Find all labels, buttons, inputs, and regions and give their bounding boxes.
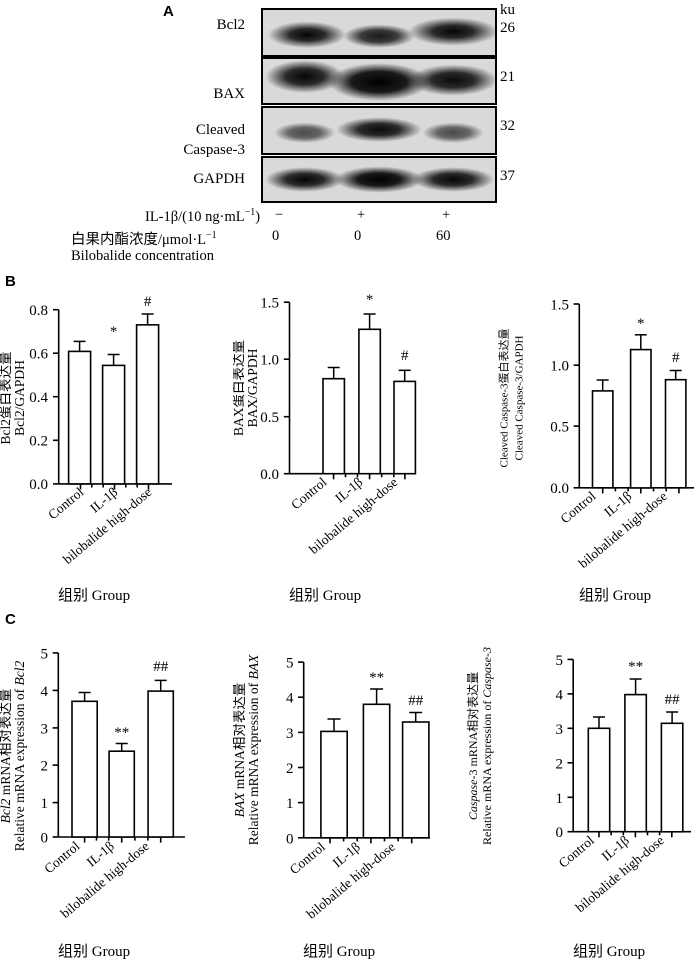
svg-text:#: # — [401, 348, 409, 364]
svg-text:2: 2 — [556, 756, 564, 772]
svg-text:组别 Group: 组别 Group — [579, 587, 651, 604]
svg-text:Cleaved Caspase-3/GAPDH: Cleaved Caspase-3/GAPDH — [514, 335, 526, 460]
svg-text:Cleaved Caspase-3蛋白表达量: Cleaved Caspase-3蛋白表达量 — [497, 329, 511, 468]
svg-text:##: ## — [665, 692, 681, 708]
svg-text:##: ## — [408, 693, 424, 709]
svg-text:3: 3 — [286, 726, 294, 742]
svg-text:5: 5 — [556, 653, 564, 669]
svg-text:组别 Group: 组别 Group — [58, 587, 130, 604]
svg-text:0.5: 0.5 — [550, 420, 569, 436]
svg-text:BAX/GAPDH: BAX/GAPDH — [245, 348, 260, 427]
svg-text:0.0: 0.0 — [260, 467, 279, 483]
svg-text:0: 0 — [41, 831, 49, 847]
svg-text:2: 2 — [41, 759, 49, 775]
svg-text:0.6: 0.6 — [29, 347, 48, 363]
svg-text:0.8: 0.8 — [29, 303, 48, 319]
svg-text:0.0: 0.0 — [29, 477, 48, 493]
svg-text:4: 4 — [41, 684, 49, 700]
svg-text:1: 1 — [556, 791, 564, 807]
svg-text:#: # — [672, 350, 680, 366]
svg-text:5: 5 — [286, 656, 294, 672]
svg-text:4: 4 — [556, 687, 564, 703]
svg-text:1.0: 1.0 — [550, 359, 569, 375]
svg-text:Caspase-3 mRNA相对表达量: Caspase-3 mRNA相对表达量 — [466, 672, 480, 820]
svg-text:Bcl2/GAPDH: Bcl2/GAPDH — [12, 360, 27, 436]
svg-text:*: * — [110, 324, 118, 340]
svg-text:#: # — [144, 294, 152, 310]
svg-text:BAX mRNA相对表达量: BAX mRNA相对表达量 — [233, 683, 247, 818]
svg-text:1.5: 1.5 — [550, 298, 569, 314]
svg-text:组别 Group: 组别 Group — [289, 587, 361, 604]
svg-text:5: 5 — [41, 646, 49, 662]
svg-text:Control: Control — [45, 484, 86, 522]
svg-text:**: ** — [114, 725, 129, 741]
svg-text:0.0: 0.0 — [550, 481, 569, 497]
svg-text:*: * — [637, 316, 645, 332]
svg-text:3: 3 — [41, 721, 49, 737]
svg-text:1.5: 1.5 — [260, 296, 279, 312]
svg-text:0: 0 — [556, 825, 564, 841]
svg-text:0: 0 — [286, 831, 294, 847]
svg-text:0.2: 0.2 — [29, 434, 48, 450]
svg-text:1: 1 — [41, 796, 49, 812]
svg-text:Relative mRNA expression of Bc: Relative mRNA expression of Bcl2 — [12, 661, 27, 852]
svg-text:Relative mRNA expression of Ca: Relative mRNA expression of Caspase-3 — [480, 647, 494, 845]
svg-text:组别 Group: 组别 Group — [303, 943, 375, 960]
svg-text:Relative mRNA expression of BA: Relative mRNA expression of BAX — [246, 654, 261, 845]
svg-text:*: * — [366, 292, 374, 308]
svg-text:1: 1 — [286, 796, 294, 812]
svg-text:**: ** — [628, 659, 643, 675]
svg-text:0.5: 0.5 — [260, 410, 279, 426]
svg-text:**: ** — [369, 670, 384, 686]
svg-text:3: 3 — [556, 722, 564, 738]
svg-text:4: 4 — [286, 691, 294, 707]
svg-text:0.4: 0.4 — [29, 390, 48, 406]
svg-text:##: ## — [153, 659, 169, 675]
svg-text:组别 Group: 组别 Group — [58, 943, 130, 960]
svg-text:Control: Control — [288, 474, 329, 512]
svg-text:组别 Group: 组别 Group — [573, 943, 645, 960]
svg-text:1.0: 1.0 — [260, 353, 279, 369]
svg-text:2: 2 — [286, 761, 294, 777]
